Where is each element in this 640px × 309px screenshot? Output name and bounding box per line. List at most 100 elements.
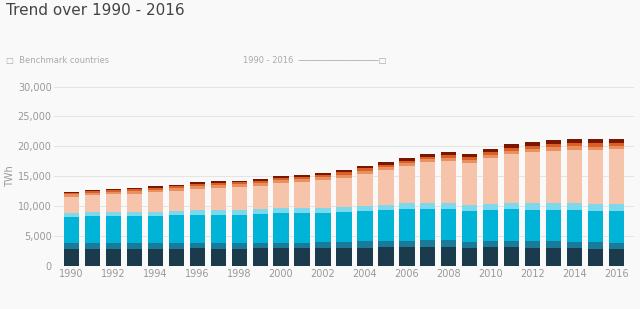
Bar [273, 213, 289, 243]
Bar [168, 243, 184, 248]
Bar [399, 166, 415, 203]
Bar [483, 210, 499, 241]
Bar [232, 214, 246, 243]
Bar [420, 209, 435, 240]
Bar [504, 154, 520, 203]
Bar [525, 203, 540, 210]
Bar [253, 181, 268, 183]
Bar [420, 203, 435, 209]
Bar [525, 152, 540, 203]
Bar [84, 216, 100, 243]
Bar [378, 163, 394, 165]
Bar [189, 186, 205, 189]
Bar [106, 249, 121, 266]
Bar [609, 146, 625, 149]
Bar [63, 243, 79, 249]
Bar [462, 205, 477, 211]
Bar [232, 182, 246, 184]
Bar [148, 249, 163, 266]
Bar [148, 192, 163, 212]
Bar [211, 215, 226, 243]
Bar [253, 179, 268, 181]
Bar [609, 149, 625, 204]
Bar [442, 209, 456, 240]
Bar [357, 211, 372, 241]
Bar [442, 240, 456, 247]
Bar [127, 189, 141, 191]
Bar [294, 179, 310, 182]
Bar [462, 157, 477, 160]
Bar [504, 144, 520, 148]
Bar [567, 143, 582, 146]
Bar [63, 192, 79, 193]
Bar [399, 161, 415, 163]
Bar [127, 191, 141, 194]
Bar [483, 241, 499, 248]
Bar [168, 186, 184, 188]
Bar [106, 189, 121, 190]
Bar [316, 248, 331, 266]
Bar [525, 210, 540, 241]
Bar [525, 146, 540, 149]
Bar [232, 187, 246, 210]
Bar [462, 248, 477, 266]
Bar [127, 213, 141, 216]
Bar [337, 175, 351, 178]
Bar [399, 158, 415, 161]
Bar [253, 248, 268, 266]
Bar [294, 243, 310, 248]
Bar [399, 240, 415, 247]
Bar [232, 249, 246, 266]
Bar [84, 191, 100, 193]
Bar [211, 210, 226, 215]
Bar [84, 193, 100, 195]
Bar [211, 249, 226, 266]
Bar [420, 159, 435, 162]
Bar [84, 213, 100, 216]
Bar [337, 248, 351, 266]
Text: 1990 - 2016  ────────────────□: 1990 - 2016 ────────────────□ [243, 56, 387, 65]
Bar [168, 191, 184, 211]
Bar [547, 141, 561, 144]
Bar [189, 182, 205, 184]
Bar [211, 243, 226, 249]
Bar [127, 188, 141, 189]
Bar [337, 207, 351, 212]
Text: Trend over 1990 - 2016: Trend over 1990 - 2016 [6, 3, 185, 18]
Bar [420, 157, 435, 159]
Bar [567, 203, 582, 210]
Bar [337, 170, 351, 172]
Bar [588, 204, 604, 211]
Bar [337, 242, 351, 248]
Bar [588, 249, 604, 266]
Bar [567, 139, 582, 143]
Bar [63, 249, 79, 266]
Bar [588, 211, 604, 242]
Bar [399, 203, 415, 209]
Bar [357, 241, 372, 248]
Bar [525, 149, 540, 152]
Bar [211, 188, 226, 210]
Bar [378, 167, 394, 171]
Bar [567, 210, 582, 242]
Bar [567, 242, 582, 248]
Bar [63, 197, 79, 213]
Bar [462, 211, 477, 242]
Bar [273, 176, 289, 178]
Bar [127, 249, 141, 266]
Bar [253, 243, 268, 248]
Bar [399, 209, 415, 240]
Text: □  Benchmark countries: □ Benchmark countries [6, 56, 109, 65]
Bar [442, 155, 456, 158]
Bar [547, 150, 561, 203]
Bar [462, 163, 477, 205]
Bar [399, 163, 415, 166]
Bar [442, 161, 456, 203]
Bar [211, 181, 226, 183]
Bar [462, 154, 477, 157]
Bar [357, 248, 372, 266]
Bar [609, 143, 625, 146]
Bar [253, 183, 268, 186]
Bar [168, 248, 184, 266]
Bar [378, 165, 394, 167]
